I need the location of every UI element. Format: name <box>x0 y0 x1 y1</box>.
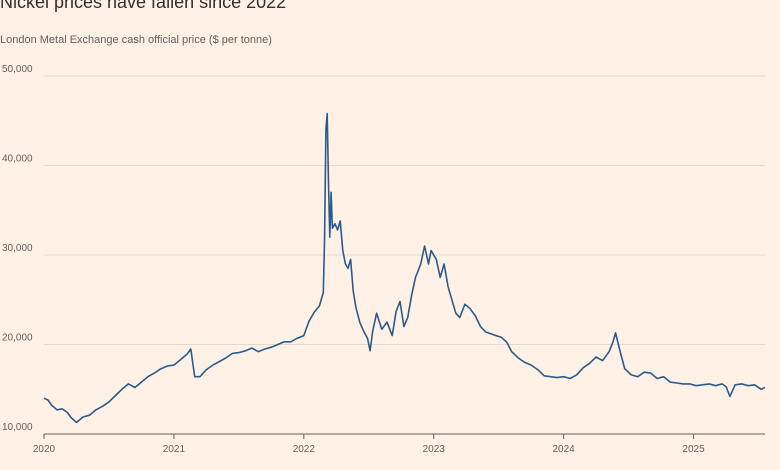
grid-layer <box>44 75 765 345</box>
y-tick-label: 30,000 <box>2 243 33 254</box>
chart-subtitle: London Metal Exchange cash official pric… <box>0 34 272 46</box>
x-tick-label: 2021 <box>163 444 186 455</box>
x-tick-label: 2024 <box>553 444 576 455</box>
axis-layer: 10,000 20,000 30,000 40,000 50,000 2020 2021 20… <box>2 64 765 455</box>
y-tick-label: 40,000 <box>2 154 33 165</box>
x-tick-label: 2022 <box>293 444 316 455</box>
y-tick-label: 20,000 <box>2 333 33 344</box>
x-tick-label: 2023 <box>423 444 446 455</box>
y-tick-label: 10,000 <box>2 422 33 433</box>
x-tick-label: 2020 <box>33 444 56 455</box>
series-line-nickel-price <box>43 112 766 424</box>
chart-title: Nickel prices have fallen since 2022 <box>0 0 287 12</box>
y-tick-label: 50,000 <box>2 64 33 75</box>
series-layer <box>43 112 766 424</box>
x-tick-label: 2025 <box>682 444 705 455</box>
